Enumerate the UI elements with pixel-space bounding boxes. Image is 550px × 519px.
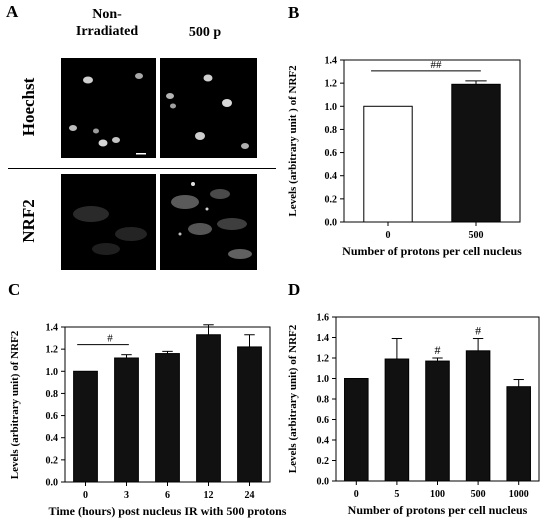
column-header-non-irradiated: Non- Irradiated	[75, 7, 139, 39]
chart-c-ytick-label: 0.6	[46, 411, 59, 422]
chart-c-ytick-label: 0.2	[46, 455, 59, 466]
chart-c-bar	[196, 334, 221, 483]
micrograph-nrf2-non-irradiated	[61, 174, 156, 270]
chart-c-ytick-label: 1.4	[46, 323, 59, 334]
chart-d-xtick-label: 5	[394, 489, 399, 500]
chart-b-ytick-label: 0.4	[325, 171, 338, 182]
chart-c-ytick-label: 0.4	[46, 433, 59, 444]
chart-c-xtick-label: 3	[124, 490, 129, 501]
row-header-hoechst: Hoechst	[19, 77, 38, 137]
chart-d-ytick-label: 1.6	[317, 313, 330, 324]
chart-b-ytick-label: 1.4	[325, 56, 338, 67]
chart-d-bar	[506, 386, 531, 482]
chart-d-xlabel: Number of protons per cell nucleus	[348, 503, 528, 517]
chart-panel-d: D 0.0 0.2 0.4 0.6 0.8 1.0 1.2 1.4 1.6 Levels (arbi…	[287, 280, 540, 517]
micrograph-hoechst-non-irradiated	[61, 58, 156, 158]
chart-c-bar	[114, 357, 139, 483]
chart-d-xtick-label: 1000	[509, 489, 529, 500]
chart-c-letter: C	[8, 280, 20, 299]
panel-a-letter: A	[6, 2, 19, 21]
chart-panel-c: C 0.0 0.2 0.4 0.6 0.8 1.0 1.2 1.4 Levels (arbitra…	[8, 280, 287, 518]
chart-c-ytick-label: 1.2	[46, 345, 59, 356]
chart-d-ytick-label: 1.4	[317, 333, 330, 344]
chart-c-xtick-label: 12	[204, 490, 214, 501]
chart-b-xtick-label: 0	[386, 230, 391, 241]
chart-c-xlabel: Time (hours) post nucleus IR with 500 pr…	[49, 504, 287, 518]
chart-d-ytick-label: 0.0	[317, 477, 330, 488]
row-separator	[8, 168, 276, 169]
chart-d-bar	[344, 378, 369, 482]
chart-b-significance-mark: ##	[431, 59, 443, 71]
nrf2-image	[73, 206, 147, 255]
chart-b-xlabel: Number of protons per cell nucleus	[342, 244, 522, 258]
chart-c-ytick-label: 0.0	[46, 478, 59, 489]
chart-d-xtick-label: 0	[354, 489, 359, 500]
row-header-nrf2: NRF2	[19, 199, 38, 243]
nrf2-image-500p	[171, 182, 252, 259]
chart-d-bar	[425, 360, 450, 482]
chart-b-ytick-label: 0.6	[325, 148, 338, 159]
chart-c-ylabel: Levels (arbitrary unit) of NRF2	[9, 330, 21, 479]
chart-d-xtick-label: 500	[471, 489, 486, 500]
chart-d-xtick-label: 100	[430, 489, 445, 500]
chart-c-ytick-label: 1.0	[46, 367, 59, 378]
hoechst-nuclei-image	[69, 73, 146, 155]
chart-d-significance-mark: #	[475, 324, 481, 338]
chart-d-ytick-label: 0.2	[317, 456, 330, 467]
chart-d-ytick-label: 0.6	[317, 415, 330, 426]
chart-panel-b: B 0.0 0.2 0.4 0.6 0.8 1.0 1.2 1.4 Levels (arbitra…	[287, 3, 522, 258]
chart-b-ytick-label: 0.0	[325, 218, 338, 229]
chart-d-ytick-label: 1.2	[317, 354, 330, 365]
chart-b-letter: B	[288, 3, 299, 22]
chart-d-significance-mark: #	[435, 343, 441, 357]
micrograph-nrf2-500p	[160, 174, 257, 270]
chart-b-ytick-label: 1.0	[325, 102, 338, 113]
hoechst-nuclei-image-500p	[166, 74, 249, 149]
micrograph-hoechst-500p	[160, 58, 257, 158]
chart-c-xtick-label: 6	[165, 490, 170, 501]
chart-c-xtick-label: 24	[245, 490, 255, 501]
chart-b-xtick-label: 500	[469, 230, 484, 241]
chart-c-bar	[73, 370, 98, 483]
chart-b-axes-frame	[343, 59, 521, 223]
chart-d-ytick-label: 0.8	[317, 395, 330, 406]
chart-b-ytick-label: 0.8	[325, 125, 338, 136]
chart-c-xtick-label: 0	[83, 490, 88, 501]
chart-d-ylabel: Levels (arbitrary unit) of NRF2	[287, 324, 299, 473]
chart-b-ytick-label: 1.2	[325, 79, 338, 90]
column-header-500p: 500 p	[188, 25, 222, 40]
chart-d-bar	[384, 358, 410, 482]
chart-d-bar	[465, 350, 491, 482]
chart-d-ytick-label: 0.4	[317, 436, 330, 447]
chart-b-ylabel: Levels (arbitrary unit ) of NRF2	[287, 65, 299, 217]
chart-b-bar	[451, 83, 501, 223]
chart-b-ytick-label: 0.2	[325, 194, 338, 205]
chart-c-ytick-label: 0.8	[46, 389, 59, 400]
chart-d-ytick-label: 1.0	[317, 374, 330, 385]
chart-c-significance-mark: #	[107, 333, 113, 345]
chart-c-bar	[237, 346, 262, 483]
chart-d-letter: D	[288, 280, 300, 299]
chart-b-bar	[363, 105, 413, 223]
chart-c-bar	[155, 353, 180, 483]
